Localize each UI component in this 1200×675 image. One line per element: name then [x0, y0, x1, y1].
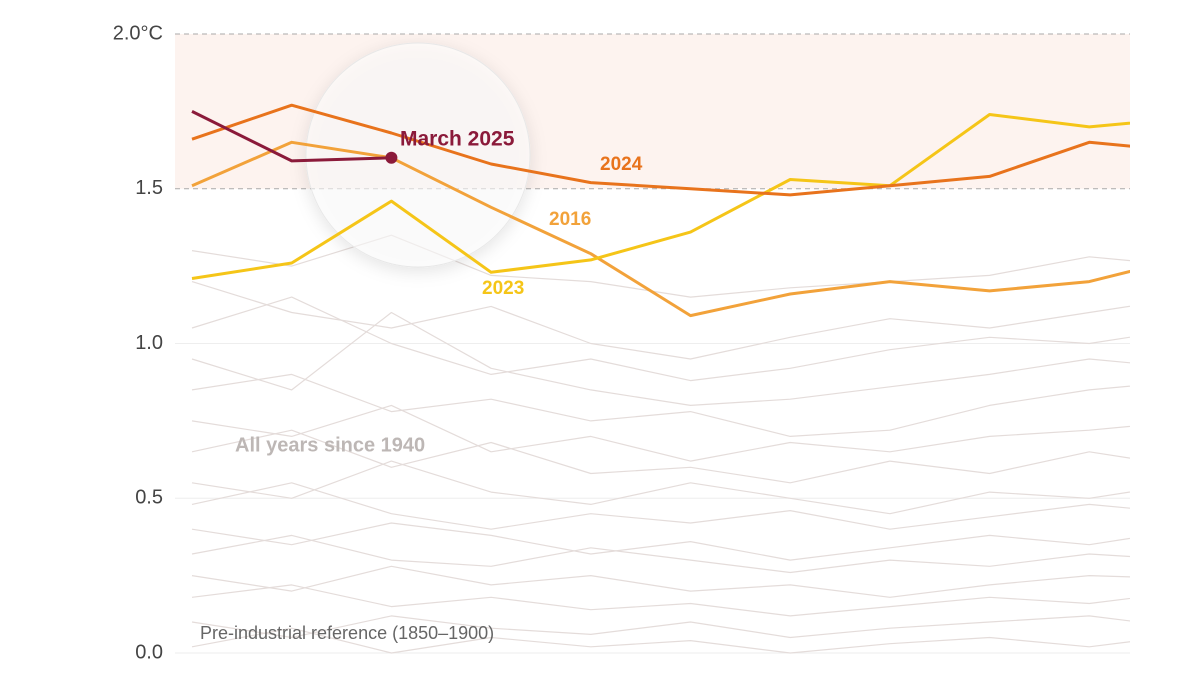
background-line — [191, 311, 1130, 406]
magnifier — [305, 42, 531, 268]
series-line — [191, 103, 1130, 197]
series-label: 2016 — [549, 209, 591, 230]
y-tick-label: 0.0 — [135, 641, 163, 663]
y-tick-label: 0.5 — [135, 487, 163, 509]
background-line — [191, 627, 1130, 654]
series-label: March 2025 — [400, 128, 515, 151]
y-tick-label: 1.0 — [135, 332, 163, 354]
background-line — [191, 234, 1130, 298]
series-label: 2024 — [600, 154, 643, 175]
series-label: 2023 — [482, 278, 524, 299]
labels: 0.0 0.5 1.0 1.5 2.0°C 2016 2023 2024 March 2025 A… — [113, 22, 643, 663]
background-line — [191, 522, 1130, 561]
background-label: All years since 1940 — [235, 434, 425, 456]
y-tick-label: 2.0°C — [113, 22, 163, 44]
background-line — [191, 429, 1130, 484]
background-lines — [191, 234, 1130, 654]
background-line — [191, 482, 1130, 530]
background-line — [191, 565, 1130, 598]
background-line — [191, 584, 1130, 617]
background-line — [191, 460, 1130, 515]
reference-label: Pre-industrial reference (1850–1900) — [200, 623, 494, 643]
series-line — [191, 140, 1130, 318]
background-line — [191, 373, 1130, 437]
y-tick-label: 1.5 — [135, 177, 163, 199]
background-line — [191, 615, 1130, 639]
grid-layer — [175, 33, 1130, 654]
end-point — [385, 151, 398, 164]
background-line — [191, 296, 1130, 382]
background-line — [191, 281, 1130, 360]
background-line — [191, 404, 1130, 462]
series-line — [191, 110, 392, 163]
series-line — [191, 113, 1130, 280]
series-lines — [191, 103, 1130, 318]
background-line — [191, 534, 1130, 574]
